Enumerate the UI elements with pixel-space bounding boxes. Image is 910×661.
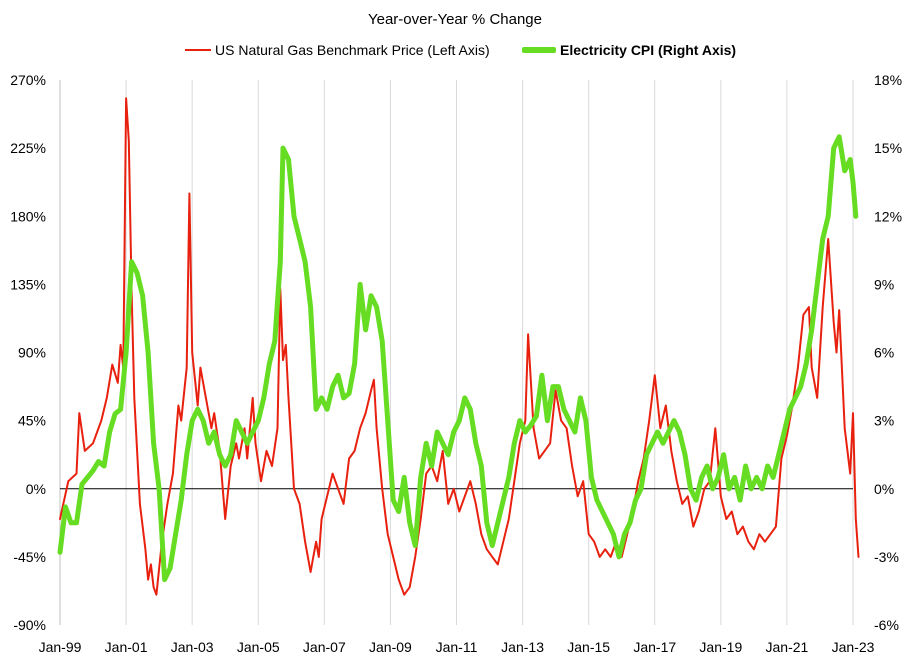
left-tick-label: 90% xyxy=(18,345,46,361)
legend-item-gas: US Natural Gas Benchmark Price (Left Axi… xyxy=(185,42,490,58)
gas-price-line xyxy=(59,97,860,596)
electricity-cpi-line xyxy=(57,134,859,583)
x-tick-label: Jan-99 xyxy=(39,639,82,655)
x-tick-label: Jan-01 xyxy=(105,639,148,655)
x-tick-label: Jan-19 xyxy=(699,639,742,655)
right-tick-label: 6% xyxy=(874,345,894,361)
x-tick-label: Jan-21 xyxy=(766,639,809,655)
x-tick-label: Jan-07 xyxy=(303,639,346,655)
left-tick-label: -45% xyxy=(13,549,46,565)
legend-label-electricity: Electricity CPI (Right Axis) xyxy=(560,42,737,58)
x-tick-label: Jan-15 xyxy=(567,639,610,655)
right-tick-label: -3% xyxy=(874,549,899,565)
x-tick-label: Jan-13 xyxy=(501,639,544,655)
left-tick-label: 270% xyxy=(10,72,46,88)
right-tick-label: 15% xyxy=(874,140,902,156)
legend-label-gas: US Natural Gas Benchmark Price (Left Axi… xyxy=(215,42,490,58)
right-tick-label: 12% xyxy=(874,208,902,224)
right-tick-label: 0% xyxy=(874,481,894,497)
right-tick-label: 3% xyxy=(874,413,894,429)
x-tick-label: Jan-11 xyxy=(436,639,478,655)
x-tick-label: Jan-17 xyxy=(633,639,676,655)
left-tick-label: 135% xyxy=(10,276,46,292)
legend-item-electricity: Electricity CPI (Right Axis) xyxy=(522,42,736,58)
x-tick-label: Jan-03 xyxy=(171,639,214,655)
legend: US Natural Gas Benchmark Price (Left Axi… xyxy=(0,42,910,62)
x-tick-label: Jan-23 xyxy=(832,639,875,655)
left-tick-label: 0% xyxy=(26,481,46,497)
left-tick-label: 180% xyxy=(10,208,46,224)
right-tick-label: -6% xyxy=(874,617,899,633)
right-tick-label: 18% xyxy=(874,72,902,88)
legend-swatch-electricity xyxy=(522,47,556,53)
chart-title: Year-over-Year % Change xyxy=(367,11,542,28)
left-tick-label: 45% xyxy=(18,413,46,429)
legend-swatch-gas xyxy=(185,49,211,51)
right-tick-label: 9% xyxy=(874,276,894,292)
left-tick-label: -90% xyxy=(13,617,46,633)
x-tick-label: Jan-05 xyxy=(237,639,280,655)
left-tick-label: 225% xyxy=(10,140,46,156)
x-tick-label: Jan-09 xyxy=(369,639,412,655)
